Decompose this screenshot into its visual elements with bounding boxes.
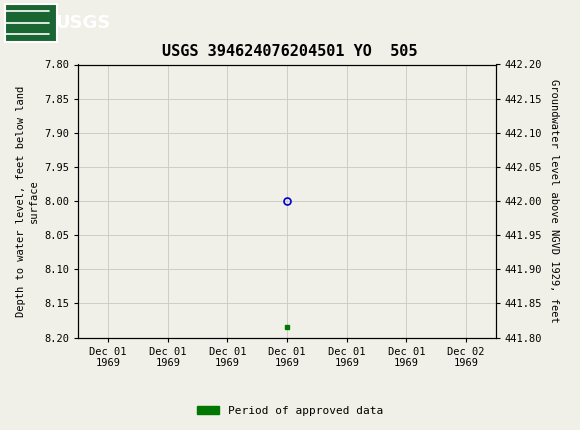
Text: USGS 394624076204501 YO  505: USGS 394624076204501 YO 505 bbox=[162, 44, 418, 59]
Y-axis label: Groundwater level above NGVD 1929, feet: Groundwater level above NGVD 1929, feet bbox=[549, 79, 559, 323]
Y-axis label: Depth to water level, feet below land
surface: Depth to water level, feet below land su… bbox=[16, 86, 39, 316]
Bar bbox=[5, 3, 57, 42]
Text: USGS: USGS bbox=[55, 14, 110, 31]
Legend: Period of approved data: Period of approved data bbox=[193, 401, 387, 420]
